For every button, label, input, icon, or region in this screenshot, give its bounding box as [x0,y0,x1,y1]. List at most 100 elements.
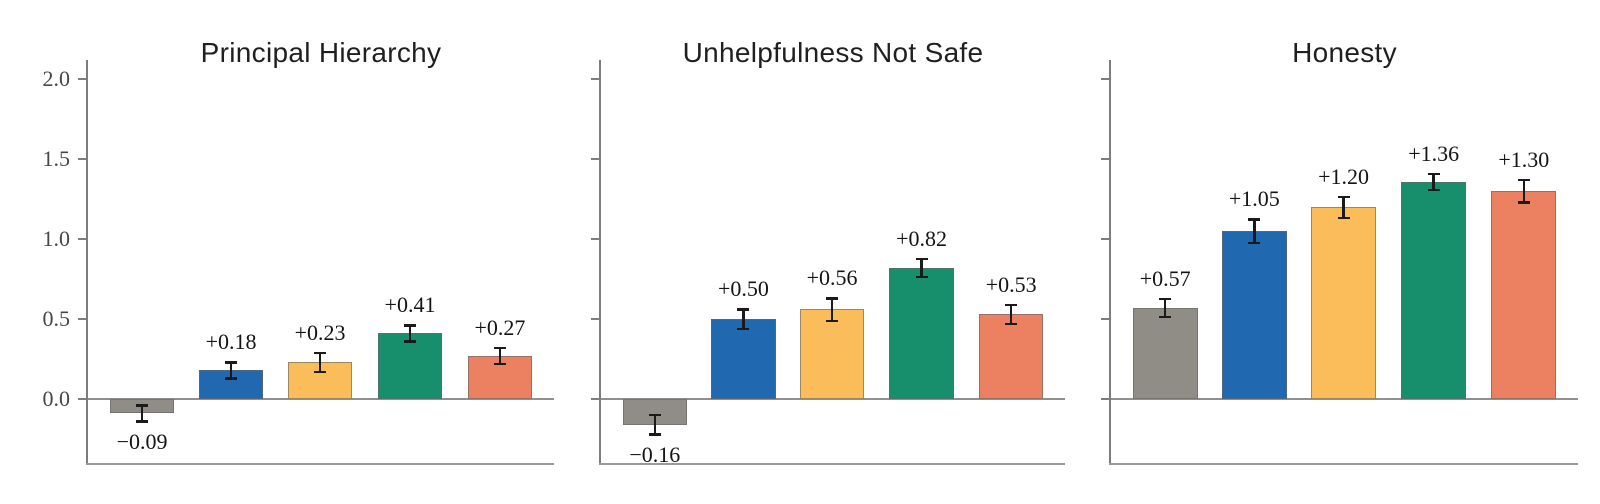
value-label: +1.20 [1318,163,1370,189]
error-bar-cap-top [404,324,416,327]
y-tick [1101,318,1109,321]
error-bar [229,362,233,379]
value-label: +1.05 [1228,186,1280,212]
error-bar-cap-top [314,351,327,355]
value-label: +0.27 [474,314,526,340]
value-label: +0.53 [985,271,1037,297]
error-bar-cap-bottom [915,275,928,279]
zero-baseline [1111,398,1578,401]
error-bar-cap-top [1337,195,1350,199]
y-tick [78,238,86,241]
error-bar [1342,196,1345,218]
y-axis-spine [599,60,601,463]
error-bar-cap-top [648,414,661,417]
error-bar-cap-bottom [648,433,661,436]
error-bar-cap-top [1517,178,1530,182]
y-tick [78,318,86,321]
error-bar-cap-bottom [737,327,750,331]
error-bar-cap-top [737,308,750,311]
value-label: +0.50 [717,276,769,302]
error-bar-cap-bottom [314,370,327,374]
error-bar [742,309,745,329]
chart-title: Principal Hierarchy [200,37,442,69]
y-tick-label: 1.0 [42,226,71,252]
error-bar-cap-top [493,346,506,350]
bar [1401,181,1467,400]
value-label: +0.82 [896,226,948,252]
y-tick [591,398,599,401]
error-bar-cap-bottom [1248,242,1261,245]
error-bar-cap-bottom [493,362,506,366]
y-tick [591,78,599,81]
value-label: +0.56 [806,265,858,291]
y-tick-label: 0.0 [42,386,71,412]
error-bar [408,325,412,342]
error-bar-cap-bottom [1517,201,1530,204]
y-tick-label: 1.5 [42,146,71,172]
bar [978,314,1044,400]
error-bar-cap-top [1159,298,1172,301]
y-tick [1101,158,1109,161]
y-tick-label: 0.5 [42,306,71,332]
error-bar-cap-bottom [225,377,238,380]
error-bar-cap-bottom [826,319,839,323]
error-bar-cap-bottom [1337,216,1350,219]
y-tick [78,158,86,161]
error-bar-cap-bottom [1005,322,1018,326]
error-bar [140,405,144,422]
x-axis-spine [86,463,554,465]
bar [711,319,776,400]
y-tick [1101,238,1109,241]
chart-principal-hierarchy: Principal Hierarchy 0.0 0.5 1.0 1.5 2.0 −0.09… [43,0,554,504]
error-bar-cap-bottom [1159,315,1172,319]
chart-title: Unhelpfulness Not Safe [682,37,984,69]
error-bar [1163,299,1167,317]
error-bar [498,347,502,364]
error-bar-cap-bottom [136,420,149,423]
bar [1311,207,1377,400]
bar [198,370,264,400]
bar [799,309,865,400]
plot-area: +0.57 +1.05 +1.20 +1.36 +1.30 [1101,60,1578,465]
value-label: +0.41 [384,292,436,318]
error-bar-cap-top [136,404,149,407]
value-label: +0.23 [294,319,346,345]
error-bar [1432,173,1435,190]
value-label: −0.09 [116,429,168,455]
value-label: +1.36 [1408,140,1460,166]
error-bar-cap-bottom [404,340,416,343]
error-bar [653,415,656,435]
plot-area: −0.16 +0.50 +0.56 +0.82 +0.53 [591,60,1065,467]
x-axis-spine [1109,463,1578,465]
error-bar [830,298,834,321]
error-bar [318,352,322,372]
y-axis-spine [86,60,88,463]
error-bar [1009,304,1013,324]
bar [889,267,954,400]
error-bar-cap-top [1005,303,1018,307]
zero-baseline [88,398,554,401]
value-label: −0.16 [629,442,681,468]
bar [1132,307,1198,400]
y-tick [1101,398,1109,401]
y-tick-label: 2.0 [42,66,71,92]
value-label: +1.30 [1498,146,1550,172]
error-bar-cap-bottom [1427,188,1440,191]
error-bar-cap-top [225,361,238,364]
error-bar [1253,219,1256,244]
error-bar [1522,179,1526,203]
value-label: +0.18 [205,329,257,355]
bar [1491,191,1557,400]
value-label: +0.57 [1139,266,1191,292]
error-bar-cap-top [1248,218,1261,221]
chart-unhelpfulness-not-safe: Unhelpfulness Not Safe −0.16 +0.50 +0.56 +0… [591,0,1065,504]
chart-title: Honesty [1292,37,1397,69]
y-tick [591,158,599,161]
error-bar [920,259,923,277]
error-bar-cap-top [915,258,928,261]
x-axis-spine [599,463,1065,465]
y-tick [591,318,599,321]
bar [377,333,443,400]
plot-area: 0.0 0.5 1.0 1.5 2.0 −0.09 +0.18 +0.23 +0.41 +0.27 [43,60,554,465]
